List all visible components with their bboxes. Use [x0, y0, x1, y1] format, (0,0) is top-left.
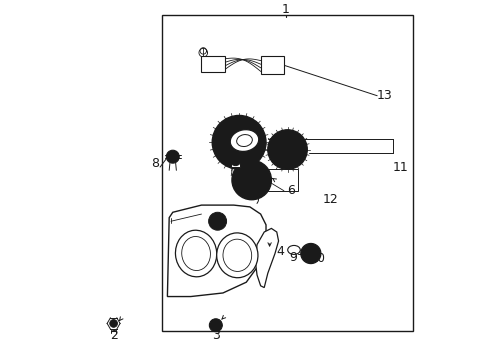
Circle shape	[109, 320, 117, 327]
Bar	[162, 15, 412, 330]
Ellipse shape	[230, 130, 258, 152]
Ellipse shape	[182, 237, 210, 270]
Circle shape	[273, 136, 301, 163]
Text: 8: 8	[150, 157, 159, 170]
Circle shape	[305, 248, 316, 259]
Text: 2: 2	[109, 329, 117, 342]
Circle shape	[230, 155, 241, 166]
Ellipse shape	[236, 135, 252, 147]
Circle shape	[212, 322, 219, 328]
Bar	[230, 160, 240, 167]
Text: 9: 9	[288, 251, 296, 264]
Circle shape	[219, 123, 258, 162]
Circle shape	[166, 150, 179, 163]
Ellipse shape	[287, 246, 300, 255]
Circle shape	[231, 160, 271, 200]
Circle shape	[228, 132, 249, 153]
Ellipse shape	[223, 239, 251, 271]
Text: 11: 11	[392, 161, 407, 174]
Text: 4: 4	[276, 245, 284, 258]
Ellipse shape	[216, 233, 258, 278]
Text: 5: 5	[215, 127, 223, 140]
Circle shape	[208, 212, 226, 230]
Polygon shape	[255, 228, 278, 288]
Polygon shape	[167, 205, 265, 297]
Text: 12: 12	[322, 193, 338, 206]
Bar	[201, 56, 224, 72]
Text: 3: 3	[211, 329, 219, 342]
Circle shape	[279, 141, 295, 157]
Circle shape	[209, 319, 222, 332]
Circle shape	[238, 166, 265, 194]
Text: 10: 10	[310, 252, 325, 265]
Text: 1: 1	[281, 3, 289, 16]
Circle shape	[300, 243, 320, 264]
Bar	[267, 169, 298, 191]
Text: 13: 13	[376, 89, 391, 102]
Bar	[260, 56, 284, 74]
Text: 7: 7	[240, 156, 248, 168]
Circle shape	[212, 116, 265, 169]
Ellipse shape	[175, 230, 216, 277]
Text: 6: 6	[286, 184, 294, 197]
Circle shape	[267, 130, 306, 169]
